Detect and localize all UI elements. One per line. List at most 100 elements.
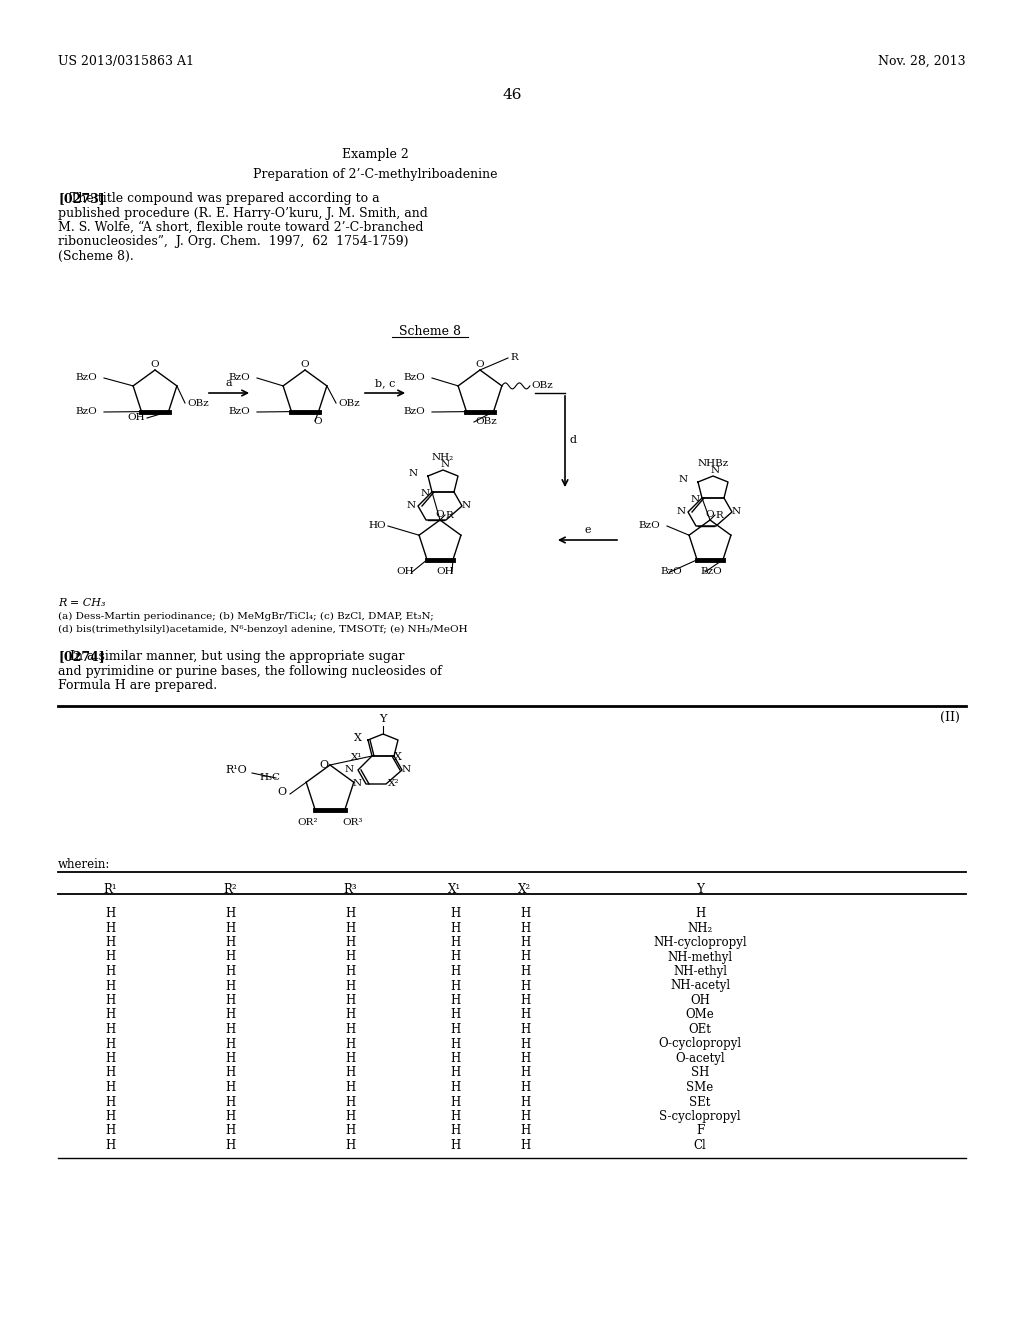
Text: R²: R² — [223, 883, 237, 896]
Text: H: H — [450, 1008, 460, 1022]
Text: H: H — [225, 1067, 236, 1080]
Text: Y: Y — [696, 883, 703, 896]
Text: OBz: OBz — [338, 399, 359, 408]
Text: H: H — [345, 1125, 355, 1138]
Text: H: H — [520, 1008, 530, 1022]
Text: H: H — [225, 1008, 236, 1022]
Text: H: H — [104, 1008, 115, 1022]
Text: In a similar manner, but using the appropriate sugar: In a similar manner, but using the appro… — [58, 649, 404, 663]
Text: H: H — [520, 994, 530, 1007]
Text: (d) bis(trimethylsilyl)acetamide, N⁶-benzoyl adenine, TMSOTf; (e) NH₃/MeOH: (d) bis(trimethylsilyl)acetamide, N⁶-ben… — [58, 624, 468, 634]
Text: Example 2: Example 2 — [342, 148, 409, 161]
Text: Y: Y — [379, 714, 387, 723]
Text: OEt: OEt — [688, 1023, 712, 1036]
Text: S-cyclopropyl: S-cyclopropyl — [659, 1110, 740, 1123]
Text: NH-acetyl: NH-acetyl — [670, 979, 730, 993]
Text: H: H — [225, 1125, 236, 1138]
Text: H: H — [520, 1081, 530, 1094]
Text: H: H — [345, 994, 355, 1007]
Text: H: H — [345, 950, 355, 964]
Text: O: O — [301, 360, 309, 370]
Text: F: F — [696, 1125, 705, 1138]
Text: H: H — [450, 921, 460, 935]
Text: H: H — [104, 936, 115, 949]
Text: H: H — [520, 1125, 530, 1138]
Text: N: N — [691, 495, 700, 503]
Text: H: H — [520, 965, 530, 978]
Text: X¹: X¹ — [350, 752, 362, 762]
Text: H: H — [225, 1096, 236, 1109]
Text: H: H — [225, 965, 236, 978]
Text: OR²: OR² — [297, 818, 317, 828]
Text: H: H — [520, 950, 530, 964]
Text: N: N — [462, 502, 471, 511]
Text: H: H — [104, 1023, 115, 1036]
Text: O: O — [435, 510, 444, 519]
Text: H: H — [104, 950, 115, 964]
Text: H: H — [104, 1038, 115, 1051]
Text: BzO: BzO — [75, 374, 96, 383]
Text: NHBz: NHBz — [697, 459, 729, 469]
Text: H: H — [104, 965, 115, 978]
Text: H: H — [450, 1067, 460, 1080]
Text: H: H — [345, 921, 355, 935]
Text: H: H — [345, 1139, 355, 1152]
Text: M. S. Wolfe, “A short, flexible route toward 2’-C-branched: M. S. Wolfe, “A short, flexible route to… — [58, 220, 424, 234]
Text: H: H — [104, 1125, 115, 1138]
Text: [0274]: [0274] — [58, 649, 104, 663]
Text: H: H — [520, 936, 530, 949]
Text: H: H — [104, 1052, 115, 1065]
Text: H: H — [450, 994, 460, 1007]
Text: [0273]: [0273] — [58, 191, 104, 205]
Text: The title compound was prepared according to a: The title compound was prepared accordin… — [58, 191, 380, 205]
Text: Cl: Cl — [693, 1139, 707, 1152]
Text: O: O — [318, 760, 328, 770]
Text: H: H — [225, 1139, 236, 1152]
Text: R: R — [715, 511, 723, 520]
Text: H: H — [345, 1052, 355, 1065]
Text: published procedure (R. E. Harry-O’kuru, J. M. Smith, and: published procedure (R. E. Harry-O’kuru,… — [58, 206, 428, 219]
Text: OR³: OR³ — [342, 818, 362, 828]
Text: H: H — [345, 1081, 355, 1094]
Text: BzO: BzO — [700, 568, 722, 577]
Text: OBz: OBz — [475, 417, 497, 426]
Text: H: H — [104, 1067, 115, 1080]
Text: b, c: b, c — [375, 378, 395, 388]
Text: H: H — [225, 1038, 236, 1051]
Text: H: H — [520, 1052, 530, 1065]
Text: a: a — [225, 378, 232, 388]
Text: H: H — [104, 921, 115, 935]
Text: Scheme 8: Scheme 8 — [399, 325, 461, 338]
Text: H: H — [345, 979, 355, 993]
Text: H: H — [450, 965, 460, 978]
Text: (Scheme 8).: (Scheme 8). — [58, 249, 134, 263]
Text: N: N — [711, 466, 720, 475]
Text: H: H — [104, 979, 115, 993]
Text: H: H — [345, 907, 355, 920]
Text: OH: OH — [436, 568, 454, 577]
Text: H: H — [520, 1110, 530, 1123]
Text: O: O — [278, 787, 287, 797]
Text: Preparation of 2’-C-methylriboadenine: Preparation of 2’-C-methylriboadenine — [253, 168, 498, 181]
Text: H: H — [104, 1139, 115, 1152]
Text: O-cyclopropyl: O-cyclopropyl — [658, 1038, 741, 1051]
Text: H: H — [225, 979, 236, 993]
Text: H: H — [345, 965, 355, 978]
Text: H: H — [450, 1125, 460, 1138]
Text: R¹: R¹ — [103, 883, 117, 896]
Text: Formula H are prepared.: Formula H are prepared. — [58, 678, 217, 692]
Text: O: O — [313, 417, 322, 426]
Text: H: H — [104, 1110, 115, 1123]
Text: H: H — [345, 936, 355, 949]
Text: H: H — [345, 1038, 355, 1051]
Text: X²: X² — [518, 883, 531, 896]
Text: H: H — [520, 907, 530, 920]
Text: X²: X² — [388, 780, 399, 788]
Text: H: H — [520, 1067, 530, 1080]
Text: N: N — [421, 488, 430, 498]
Text: O-acetyl: O-acetyl — [675, 1052, 725, 1065]
Text: H: H — [225, 1081, 236, 1094]
Text: H₃C: H₃C — [259, 774, 280, 783]
Text: H: H — [345, 1110, 355, 1123]
Text: H: H — [520, 1139, 530, 1152]
